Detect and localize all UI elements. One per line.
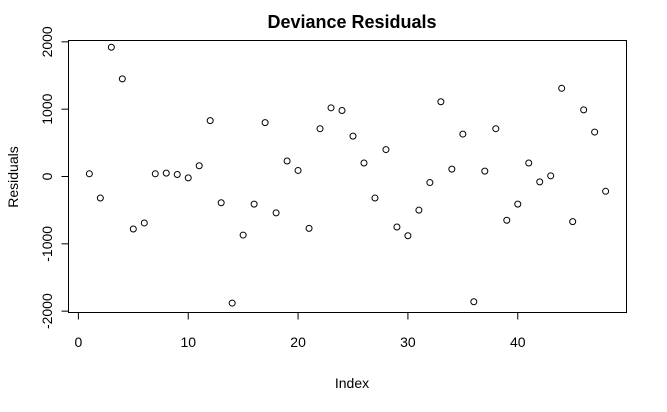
data-point (107, 43, 115, 51)
data-point (426, 179, 434, 187)
data-point (503, 216, 511, 224)
y-axis-label: Residuals (5, 146, 21, 207)
data-point (547, 172, 555, 180)
x-tick-label: 40 (510, 334, 526, 350)
data-point (250, 200, 258, 208)
data-point (338, 107, 346, 115)
data-point (261, 119, 269, 127)
data-point (228, 299, 236, 307)
data-point (316, 125, 324, 133)
data-point (140, 219, 148, 227)
data-point (162, 169, 170, 177)
data-point (591, 128, 599, 136)
y-axis: -2000 -1000 0 1000 2000 (39, 26, 69, 329)
data-point (371, 194, 379, 202)
data-point (536, 178, 544, 186)
data-point (382, 146, 390, 154)
data-point (239, 231, 247, 239)
data-points (85, 43, 610, 307)
data-point (393, 223, 401, 231)
data-point (283, 157, 291, 165)
x-tick-label: 0 (74, 334, 82, 350)
data-point (129, 225, 137, 233)
data-point (85, 170, 93, 178)
data-point (305, 224, 313, 232)
data-point (206, 117, 214, 125)
data-point (415, 206, 423, 214)
y-tick-label: -2000 (39, 293, 55, 329)
y-tick-label: 0 (39, 172, 55, 180)
x-tick-label: 10 (180, 334, 196, 350)
data-point (96, 194, 104, 202)
data-point (470, 298, 478, 306)
data-point (459, 130, 467, 138)
data-point (184, 174, 192, 182)
y-tick-label: 1000 (39, 93, 55, 124)
data-point (602, 187, 610, 195)
data-point (481, 167, 489, 175)
data-point (151, 170, 159, 178)
x-axis-label: Index (335, 375, 369, 391)
data-point (118, 75, 126, 83)
data-point (195, 162, 203, 170)
data-point (569, 218, 577, 226)
chart-title: Deviance Residuals (267, 12, 436, 32)
data-point (360, 159, 368, 167)
y-tick-label: -1000 (39, 226, 55, 262)
data-point (448, 165, 456, 173)
data-point (217, 199, 225, 207)
data-point (404, 232, 412, 240)
data-point (327, 104, 335, 112)
data-point (525, 159, 533, 167)
y-tick-label: 2000 (39, 26, 55, 57)
x-axis: 0 10 20 30 40 (74, 312, 526, 350)
data-point (173, 170, 181, 178)
data-point (294, 166, 302, 174)
data-point (558, 84, 566, 92)
data-point (580, 106, 588, 114)
data-point (514, 200, 522, 208)
plot-area-frame (68, 40, 627, 313)
x-tick-label: 30 (400, 334, 416, 350)
data-point (437, 98, 445, 106)
data-point (492, 125, 500, 133)
data-point (349, 132, 357, 140)
x-tick-label: 20 (290, 334, 306, 350)
data-point (272, 209, 280, 217)
